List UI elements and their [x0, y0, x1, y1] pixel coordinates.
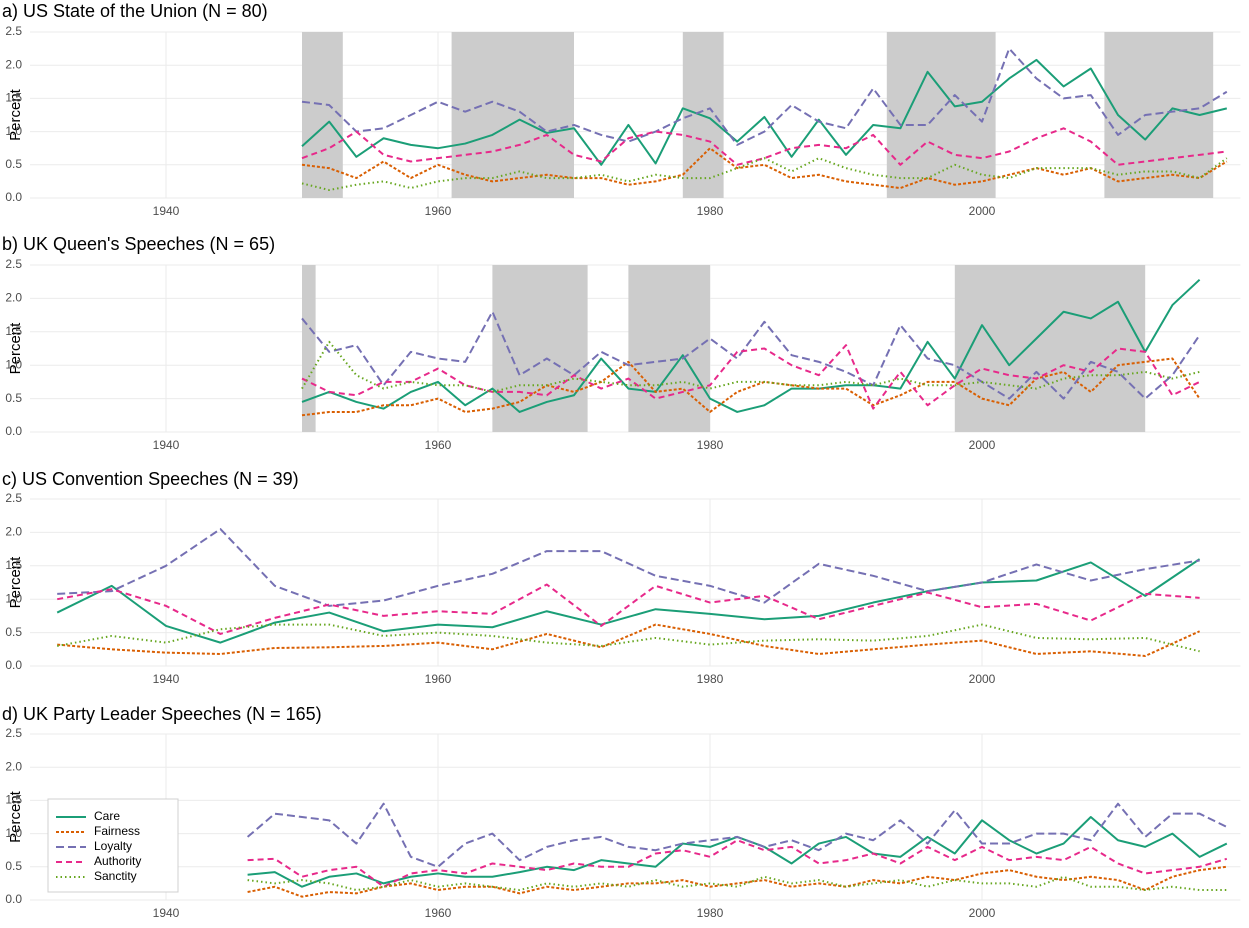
legend-label: Care	[94, 809, 120, 823]
y-tick-label: 2.0	[5, 57, 22, 71]
legend-label: Loyalty	[94, 839, 132, 853]
series-line	[301, 47, 1228, 146]
panel-title: c) US Convention Speeches (N = 39)	[2, 469, 299, 489]
x-tick-label: 2000	[969, 906, 996, 920]
y-axis-label: Percent	[7, 88, 24, 141]
y-tick-label: 1.0	[5, 826, 22, 840]
y-tick-label: 0.0	[5, 658, 22, 672]
y-tick-label: 0.0	[5, 424, 22, 438]
y-tick-label: 1.0	[5, 357, 22, 371]
shaded-period	[492, 265, 588, 432]
x-tick-label: 1960	[425, 672, 452, 686]
y-axis-label: Percent	[7, 790, 24, 843]
series-line	[301, 344, 1201, 410]
series-line	[247, 865, 1227, 898]
y-tick-label: 1.0	[5, 124, 22, 138]
x-tick-label: 1940	[153, 906, 180, 920]
y-tick-label: 0.5	[5, 391, 22, 405]
y-tick-label: 2.5	[5, 491, 22, 505]
panel-title: b) UK Queen's Speeches (N = 65)	[2, 234, 275, 254]
y-tick-label: 0.5	[5, 859, 22, 873]
legend-label: Authority	[94, 854, 141, 868]
x-tick-label: 1980	[697, 672, 724, 686]
x-tick-label: 1960	[425, 204, 452, 218]
y-tick-label: 2.5	[5, 24, 22, 38]
shaded-period	[302, 32, 343, 198]
series-line	[57, 583, 1200, 635]
shaded-period	[886, 32, 996, 198]
series-line	[301, 157, 1228, 192]
y-tick-label: 1.5	[5, 558, 22, 572]
y-tick-label: 2.0	[5, 525, 22, 539]
y-tick-label: 2.5	[5, 726, 22, 740]
shaded-period	[451, 32, 574, 198]
legend-label: Sanctity	[94, 869, 137, 883]
y-tick-label: 0.0	[5, 190, 22, 204]
x-tick-label: 1960	[425, 906, 452, 920]
series-line	[301, 340, 1200, 393]
y-tick-label: 1.5	[5, 793, 22, 807]
shaded-period	[302, 265, 316, 432]
x-tick-label: 2000	[969, 672, 996, 686]
x-tick-label: 1940	[153, 204, 180, 218]
series-line	[246, 802, 1228, 868]
panel-title: a) US State of the Union (N = 80)	[2, 1, 268, 21]
y-tick-label: 0.0	[5, 892, 22, 906]
x-tick-label: 1980	[697, 906, 724, 920]
series-line	[301, 127, 1227, 166]
series-line	[301, 278, 1201, 413]
x-tick-label: 1960	[425, 438, 452, 452]
series-line	[301, 147, 1228, 190]
shaded-period	[954, 265, 1146, 432]
x-tick-label: 1980	[697, 438, 724, 452]
shaded-period	[1104, 32, 1214, 198]
x-tick-label: 1940	[153, 672, 180, 686]
series-line	[301, 310, 1201, 400]
series-line	[56, 558, 1201, 644]
x-tick-label: 2000	[969, 438, 996, 452]
series-line	[301, 357, 1201, 417]
panel-title: d) UK Party Leader Speeches (N = 165)	[2, 704, 322, 724]
series-line	[301, 58, 1228, 166]
y-tick-label: 2.5	[5, 257, 22, 271]
y-tick-label: 1.5	[5, 91, 22, 105]
y-tick-label: 0.5	[5, 625, 22, 639]
x-tick-label: 1980	[697, 204, 724, 218]
series-line	[247, 816, 1228, 888]
series-line	[57, 623, 1201, 657]
y-tick-label: 1.5	[5, 324, 22, 338]
series-line	[57, 623, 1200, 653]
y-tick-label: 2.0	[5, 759, 22, 773]
x-tick-label: 2000	[969, 204, 996, 218]
series-line	[57, 528, 1200, 607]
y-axis-label: Percent	[7, 322, 24, 375]
y-axis-label: Percent	[7, 556, 24, 609]
y-tick-label: 1.0	[5, 591, 22, 605]
x-tick-label: 1940	[153, 438, 180, 452]
y-tick-label: 2.0	[5, 291, 22, 305]
y-tick-label: 0.5	[5, 157, 22, 171]
legend-label: Fairness	[94, 824, 140, 838]
